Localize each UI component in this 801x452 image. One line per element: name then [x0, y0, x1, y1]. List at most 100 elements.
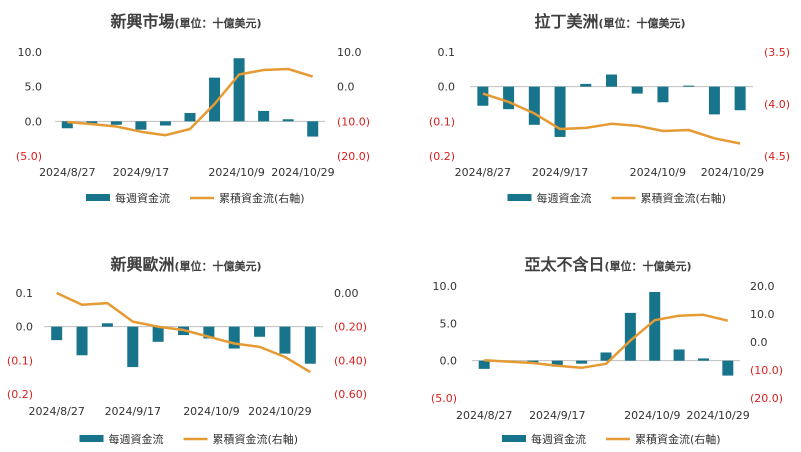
- chart-title-main: 新興市場: [110, 12, 174, 31]
- weekly-flow-bar: [254, 326, 266, 337]
- left-axis-tick: (0.1): [7, 354, 33, 367]
- chart-title-unit: (單位：十億美元): [604, 259, 691, 273]
- left-axis-tick: (5.0): [16, 150, 42, 163]
- legend-line-label: 累積資金流(右軸): [641, 191, 727, 205]
- weekly-flow-bar: [152, 326, 164, 342]
- legend-line-label: 累積資金流(右軸): [219, 191, 305, 205]
- left-axis-tick: 0.1: [438, 46, 456, 59]
- x-axis-tick: 2024/9/17: [113, 166, 169, 179]
- weekly-flow-bar: [135, 121, 147, 130]
- left-axis-tick: (5.0): [431, 392, 457, 405]
- right-axis-tick: 0.00: [334, 287, 359, 300]
- weekly-flow-bar: [478, 360, 490, 369]
- right-axis-tick: (4.0): [764, 98, 790, 111]
- left-axis-tick: (0.2): [7, 388, 33, 401]
- weekly-flow-bar: [110, 121, 122, 125]
- right-axis-tick: (20.0): [750, 392, 783, 405]
- legend-bar-swatch: [502, 435, 526, 442]
- weekly-flow-bar: [673, 349, 685, 361]
- weekly-flow-bar: [600, 352, 612, 361]
- weekly-flow-bar: [576, 360, 588, 364]
- weekly-flow-bar: [51, 326, 63, 341]
- chart-title: 拉丁美洲(單位：十億美元): [534, 12, 685, 31]
- weekly-flow-bar: [734, 86, 746, 111]
- weekly-flow-bar: [554, 86, 566, 137]
- left-axis-tick: (0.1): [429, 115, 455, 128]
- x-axis-tick: 2024/8/27: [28, 405, 84, 418]
- weekly-flow-bar: [580, 83, 592, 87]
- chart-title-unit: (單位：十億美元): [174, 259, 261, 273]
- x-axis-tick: 2024/10/9: [624, 409, 680, 422]
- right-axis-tick: (3.5): [764, 46, 790, 59]
- weekly-flow-bar: [61, 121, 73, 129]
- legend-line-label: 累積資金流(右軸): [635, 432, 721, 446]
- right-axis-tick: 20.0: [750, 280, 775, 293]
- weekly-flow-bar: [258, 110, 270, 122]
- x-axis-tick: 2024/8/27: [39, 166, 95, 179]
- right-axis-tick: 10.0: [750, 308, 775, 321]
- weekly-flow-bar: [683, 85, 695, 87]
- legend-bar-label: 每週資金流: [537, 191, 592, 205]
- right-axis-tick: 10.0: [337, 46, 362, 59]
- left-axis-tick: 0.0: [25, 115, 43, 128]
- weekly-flow-bar: [477, 86, 489, 106]
- x-axis-tick: 2024/8/27: [456, 409, 512, 422]
- weekly-flow-bar: [307, 121, 319, 137]
- cumulative-flow-line: [482, 92, 741, 145]
- right-axis-tick: (20.0): [337, 150, 370, 163]
- left-axis-tick: 0.0: [438, 81, 456, 94]
- legend-line-label: 累積資金流(右軸): [213, 432, 299, 446]
- right-axis-tick: (0.60): [334, 388, 367, 401]
- x-axis-tick: 2024/10/29: [701, 166, 764, 179]
- weekly-flow-bar: [184, 113, 196, 122]
- cumulative-flow-line: [56, 291, 311, 374]
- right-axis-tick: (0.40): [334, 354, 367, 367]
- left-axis-tick: (0.2): [429, 150, 455, 163]
- weekly-flow-bar: [624, 312, 636, 361]
- weekly-flow-bar: [282, 119, 294, 122]
- weekly-flow-bar: [228, 326, 240, 349]
- chart-title-unit: (單位：十億美元): [598, 16, 685, 30]
- weekly-flow-bar: [697, 358, 709, 361]
- weekly-flow-bar: [76, 326, 88, 356]
- weekly-flow-bar: [606, 74, 617, 87]
- weekly-flow-bar: [708, 86, 720, 115]
- weekly-flow-bar: [649, 291, 661, 361]
- chart-title-main: 亞太不含日: [524, 255, 604, 274]
- weekly-flow-bar: [209, 77, 221, 122]
- chart-title-main: 新興歐洲: [110, 255, 174, 274]
- weekly-flow-bar: [279, 326, 291, 354]
- x-axis-tick: 2024/10/9: [630, 166, 686, 179]
- weekly-flow-bar: [503, 86, 515, 110]
- left-axis-tick: 0.0: [16, 321, 34, 334]
- weekly-flow-bar: [657, 86, 669, 103]
- weekly-flow-bar: [551, 360, 563, 367]
- left-axis-tick: 0.1: [16, 287, 34, 300]
- right-axis-tick: 0.0: [750, 336, 768, 349]
- x-axis-tick: 2024/10/29: [248, 405, 311, 418]
- cumulative-flow-line: [484, 313, 729, 370]
- right-axis-tick: (10.0): [337, 115, 370, 128]
- x-axis-tick: 2024/10/29: [271, 166, 334, 179]
- chart-title-main: 拉丁美洲: [534, 12, 598, 31]
- legend-bar-label: 每週資金流: [109, 432, 164, 446]
- legend-bar-swatch: [86, 194, 110, 201]
- x-axis-tick: 2024/10/29: [686, 409, 749, 422]
- chart-title: 亞太不含日(單位：十億美元): [524, 255, 691, 274]
- legend-bar-label: 每週資金流: [115, 191, 170, 205]
- weekly-flow-bar: [722, 360, 734, 376]
- weekly-flow-bar: [203, 326, 215, 339]
- right-axis-tick: 0.0: [337, 81, 355, 94]
- legend-bar-swatch: [507, 194, 532, 201]
- x-axis-tick: 2024/10/9: [183, 405, 239, 418]
- x-axis-tick: 2024/8/27: [455, 166, 511, 179]
- chart-title: 新興市場(單位：十億美元): [110, 12, 261, 31]
- x-axis-tick: 2024/9/17: [532, 166, 588, 179]
- right-axis-tick: (4.5): [764, 150, 790, 163]
- weekly-flow-bar: [528, 86, 540, 125]
- weekly-flow-bar: [159, 121, 171, 126]
- x-axis-tick: 2024/10/9: [208, 166, 264, 179]
- weekly-flow-bar: [86, 121, 98, 124]
